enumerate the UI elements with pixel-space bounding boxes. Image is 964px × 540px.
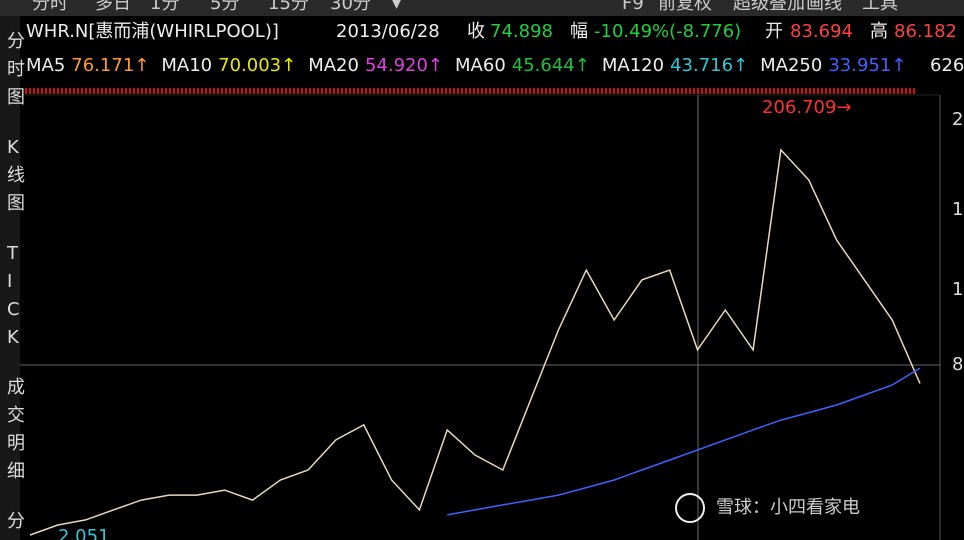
axis-label: 1 [952, 279, 963, 300]
ma-more: 626/ [930, 55, 964, 76]
price-line [29, 148, 921, 536]
info-date: 2013/06/28 [336, 21, 440, 42]
axis-label: 8 [952, 354, 963, 375]
watermark-logo [675, 493, 705, 523]
tab[interactable]: ▾ [392, 0, 401, 14]
sidebar-label: 分 [7, 511, 25, 532]
sidebar-label: 成交明细 [7, 377, 25, 482]
axis-label: 2 [952, 109, 963, 130]
ma-value: 70.003↑ [218, 55, 296, 76]
tab: 前复权 [658, 0, 712, 14]
ma-value: 33.951↑ [828, 55, 906, 76]
watermark: 雪球：小四看家电 [716, 497, 860, 518]
annotation: 206.709→ [762, 97, 852, 118]
tab[interactable]: 多日 [95, 0, 131, 14]
price-line [447, 367, 921, 516]
tab[interactable]: 15分 [268, 0, 309, 14]
info-symbol: WHR.N[惠而浦(WHIRLPOOL)] [26, 21, 279, 42]
ma-name: MA20 [308, 55, 359, 76]
ma-name: MA60 [455, 55, 506, 76]
tab: F9 [622, 0, 644, 14]
info-change-label: 幅 [570, 21, 588, 42]
info-close: 74.898 [490, 21, 553, 42]
tab[interactable]: 30分 [330, 0, 371, 14]
ma-value: 45.644↑ [512, 55, 590, 76]
low-label: 2.051 [58, 526, 110, 540]
info-close-label: 收 [467, 21, 485, 42]
info-change: -10.49%(-8.776) [594, 21, 741, 42]
sidebar [0, 16, 20, 540]
ma-name: MA250 [760, 55, 822, 76]
info-open-label: 开 [765, 21, 783, 42]
tab[interactable]: 分时 [32, 0, 68, 14]
sidebar-label: 分时图 [7, 31, 25, 108]
ma-name: MA10 [161, 55, 212, 76]
info-open: 83.694 [790, 21, 853, 42]
ma-value: 43.716↑ [670, 55, 748, 76]
info-high: 86.182 [894, 21, 957, 42]
tab[interactable]: 1分 [150, 0, 179, 14]
ma-value: 54.920↑ [365, 55, 443, 76]
ma-value: 76.171↑ [71, 55, 149, 76]
tab-bar [0, 0, 964, 16]
ma-name: MA5 [26, 55, 65, 76]
tab[interactable]: 5分 [210, 0, 239, 14]
tab: 超级叠加 [733, 0, 805, 14]
axis-label: 1 [952, 199, 963, 220]
info-high-label: 高 [870, 21, 888, 42]
tab: 工具 [862, 0, 898, 14]
sidebar-label: K 线图 [7, 137, 25, 214]
tab: 画线 [806, 0, 842, 14]
ma-name: MA120 [602, 55, 664, 76]
